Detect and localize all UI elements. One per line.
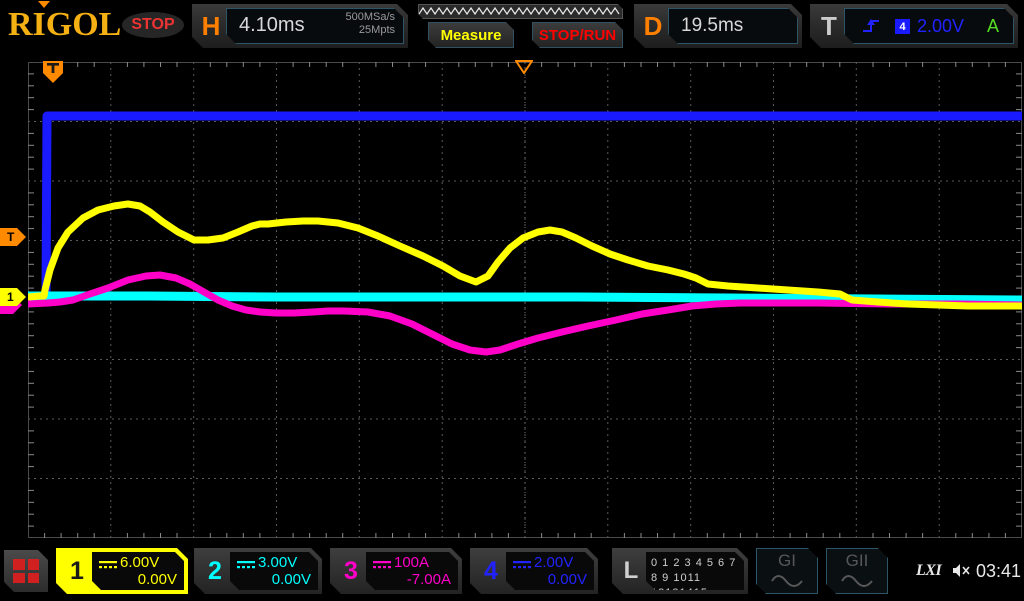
waveform-display-area[interactable] [28,62,1022,538]
channel-2-offset: 0.00V [271,571,311,588]
sample-rate-group: 500MSa/s 25Mpts [345,11,395,37]
trigger-level-value: 2.00V [917,16,965,36]
logic-analyzer-box[interactable]: L 0 1 2 3 4 5 6 7 8 9 1011 12131415 [612,548,748,594]
grid-square [28,573,40,584]
channel-2-scale: 3.00V [258,554,298,571]
timebase-scale: 4.10ms [239,14,305,36]
system-clock: 03:41 [976,561,1022,581]
channel-3-box[interactable]: 3 100A -7.00A [330,548,462,594]
channel-4-offset: 0.00V [547,571,587,588]
channel-4-field: 2.00V 0.00V [506,552,594,590]
delay-center-marker[interactable] [515,60,533,74]
delay-field[interactable]: 19.5ms [668,8,798,44]
memory-waveform-icon [419,5,622,18]
channel-1-offset: 0.00V [137,571,177,588]
channel-3-offset: -7.00A [406,571,451,588]
channel-4-scale: 2.00V [534,554,574,571]
channel-2-box[interactable]: 2 3.00V 0.00V [194,548,322,594]
top-toolbar: RIGOL STOP H 4.10ms 500MSa/s 25Mpts Meas… [0,0,1024,52]
trace-ch1 [28,200,1022,310]
rigol-logo: RIGOL [8,6,122,43]
channel-3-number: 3 [344,556,358,585]
memory-depth: 25Mpts [358,24,395,36]
trigger-position-marker[interactable] [42,60,64,84]
rising-edge-icon [861,17,881,37]
trigger-source-badge: 4 [895,19,910,34]
stop-run-button[interactable]: STOP/RUN [532,22,623,48]
run-state-badge[interactable]: STOP [122,12,184,38]
waveform-traces [28,111,1022,356]
digital-channels-row-top: 0 1 2 3 4 5 6 7 [651,557,737,569]
sine-wave-icon [770,573,804,589]
measure-button[interactable]: Measure [428,22,514,48]
channel-1-field: 6.00V 0.00V [92,552,184,590]
trace-ch4 [28,111,1022,301]
trigger-coupling-mode: A [986,16,999,36]
trigger-field[interactable]: 4 2.00V A [844,8,1014,44]
generator-2-button[interactable]: GII [826,548,888,594]
channel-1-number: 1 [70,556,84,585]
lxi-logo: LXI [916,562,942,579]
grid-square [28,559,40,570]
memory-overview-bar[interactable] [418,4,623,19]
channel-3-scale: 100A [394,554,430,571]
delay-letter: D [643,10,663,41]
grid-menu-button[interactable] [4,550,48,592]
delay-value: 19.5ms [681,15,744,36]
trigger-level-marker[interactable]: T [0,228,26,246]
sample-rate: 500MSa/s [345,11,395,23]
dc-coupling-icon [236,559,256,571]
channel-3-field: 100A -7.00A [366,552,458,590]
dc-coupling-icon [372,559,392,571]
speaker-muted-icon[interactable] [952,562,972,579]
sine-wave-icon [840,573,874,589]
dc-coupling-icon [512,559,532,571]
channel-1-level-marker[interactable]: 1 [0,288,26,306]
grid-square [13,559,25,570]
memory-position-marker[interactable] [38,1,50,8]
generator-2-label: GII [845,551,869,570]
channel-2-field: 3.00V 0.00V [230,552,318,590]
timebase-field[interactable]: 4.10ms 500MSa/s 25Mpts [226,8,404,44]
trigger-letter: T [821,10,837,41]
trace-ch3 [28,271,1022,356]
channel-1-box[interactable]: 1 6.00V 0.00V [56,548,188,594]
channel-4-box[interactable]: 4 2.00V 0.00V [470,548,598,594]
channel-1-scale: 6.00V [120,554,160,571]
timebase-letter: H [201,10,221,41]
grid-square [13,573,25,584]
logic-analyzer-field: 0 1 2 3 4 5 6 7 8 9 1011 12131415 [646,552,744,590]
channel-4-number: 4 [484,556,498,585]
generator-1-label: GI [778,551,796,570]
channel-2-number: 2 [208,556,222,585]
dc-coupling-icon [98,559,118,571]
generator-1-button[interactable]: GI [756,548,818,594]
logic-analyzer-letter: L [623,557,639,584]
